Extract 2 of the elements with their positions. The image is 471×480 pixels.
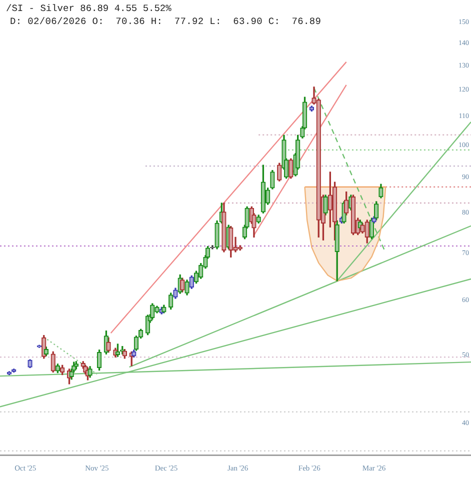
chart-subtitle: D: 02/06/2026 O: 70.36 H: 77.92 L: 63.90 C: 76.89	[9, 15, 322, 28]
chart-title: /SI - Silver 86.89 4.55 5.52%	[6, 2, 172, 15]
